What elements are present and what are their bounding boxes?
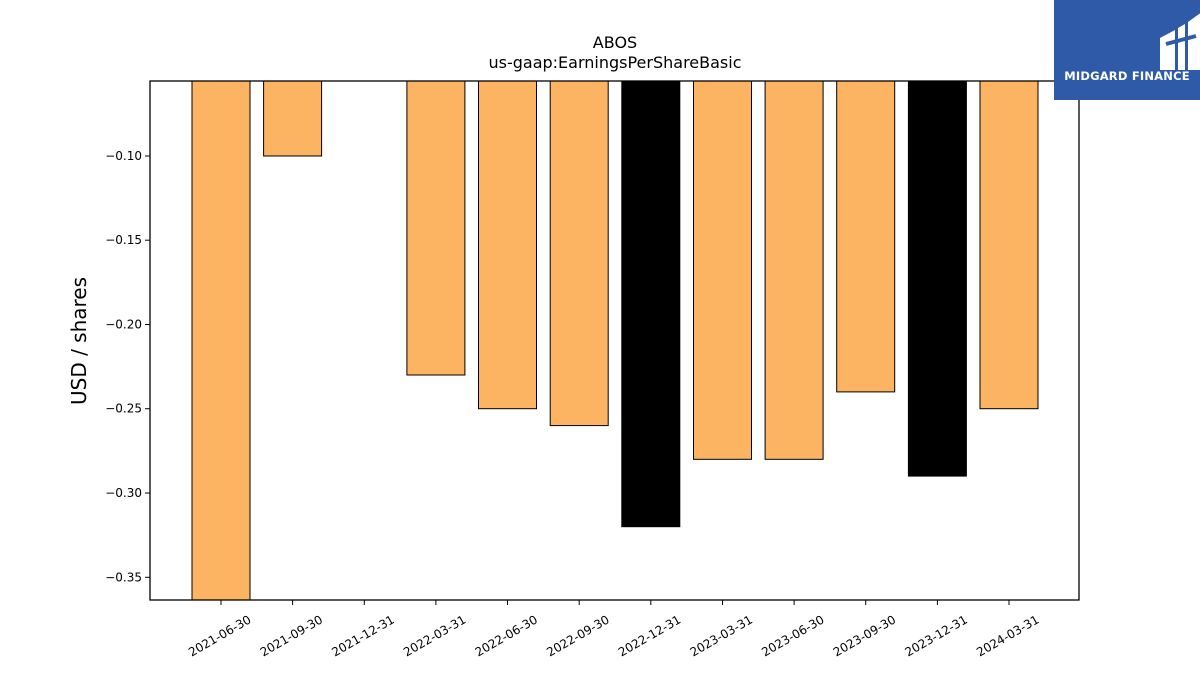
y-axis-label: USD / shares bbox=[67, 277, 91, 405]
x-tick-label: 2022-06-30 bbox=[473, 612, 540, 659]
bar-2021-09-30 bbox=[263, 80, 323, 157]
y-tick-label: −0.20 bbox=[105, 318, 142, 332]
brand-logo: MIDGARD FINANCE bbox=[1054, 0, 1200, 100]
bar-2022-06-30 bbox=[478, 80, 537, 410]
bar-2022-12-31 bbox=[621, 80, 681, 528]
bar-2022-09-30 bbox=[549, 80, 609, 427]
x-axis-ticks: 2021-06-30 2021-09-30 2021-12-31 2022-03-31… bbox=[186, 600, 1042, 659]
x-tick-label: 2024-03-31 bbox=[974, 612, 1041, 659]
x-tick-label: 2023-09-30 bbox=[831, 612, 898, 659]
x-tick-label: 2023-03-31 bbox=[688, 612, 755, 659]
x-tick-label: 2021-06-30 bbox=[186, 612, 253, 659]
x-tick-label: 2021-12-31 bbox=[329, 612, 396, 659]
plot-area-frame bbox=[149, 80, 1080, 601]
x-tick-label: 2022-03-31 bbox=[401, 612, 468, 659]
bar-2024-03-31 bbox=[979, 80, 1039, 410]
y-tick-label: −0.30 bbox=[105, 486, 142, 500]
bar-2023-06-30 bbox=[764, 80, 824, 460]
y-tick-label: −0.10 bbox=[105, 149, 142, 163]
bar-2022-03-31 bbox=[406, 80, 466, 376]
x-tick-label: 2022-12-31 bbox=[616, 612, 683, 659]
y-tick-label: −0.35 bbox=[105, 570, 142, 584]
x-tick-label: 2023-06-30 bbox=[759, 612, 826, 659]
y-tick-label: −0.15 bbox=[105, 233, 142, 247]
chart-title: ABOS bbox=[593, 33, 637, 52]
bar-2023-03-31 bbox=[693, 80, 752, 460]
y-tick-label: −0.25 bbox=[105, 402, 142, 416]
chart-subtitle: us-gaap:EarningsPerShareBasic bbox=[488, 53, 741, 72]
x-tick-label: 2023-12-31 bbox=[902, 612, 969, 659]
x-tick-label: 2022-09-30 bbox=[544, 612, 611, 659]
bar-2021-06-30 bbox=[191, 80, 251, 601]
logo-text: MIDGARD FINANCE bbox=[1064, 69, 1190, 83]
x-tick-label: 2021-09-30 bbox=[258, 612, 325, 659]
bars-group bbox=[191, 80, 1039, 601]
y-axis-ticks: −0.10 −0.15 −0.20 −0.25 −0.30 −0.35 bbox=[105, 149, 150, 584]
logo-mark-icon bbox=[1160, 13, 1200, 70]
bar-2023-12-31 bbox=[907, 80, 967, 477]
bar-2023-09-30 bbox=[836, 80, 896, 393]
